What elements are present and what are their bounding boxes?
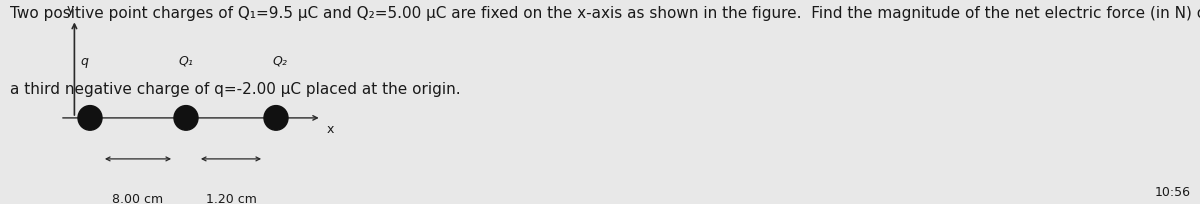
- Ellipse shape: [174, 106, 198, 131]
- Text: 10:56: 10:56: [1154, 185, 1190, 198]
- Text: 1.20 cm: 1.20 cm: [205, 192, 257, 204]
- Text: q: q: [80, 54, 88, 67]
- Ellipse shape: [264, 106, 288, 131]
- Text: Two positive point charges of Q₁=9.5 μC and Q₂=5.00 μC are fixed on the x-axis a: Two positive point charges of Q₁=9.5 μC …: [10, 6, 1200, 21]
- Text: x: x: [326, 122, 334, 135]
- Text: y: y: [67, 3, 74, 16]
- Ellipse shape: [78, 106, 102, 131]
- Text: 8.00 cm: 8.00 cm: [113, 192, 163, 204]
- Text: a third negative charge of q=-2.00 μC placed at the origin.: a third negative charge of q=-2.00 μC pl…: [10, 82, 461, 96]
- Text: Q₁: Q₁: [179, 54, 193, 67]
- Text: Q₂: Q₂: [272, 54, 287, 67]
